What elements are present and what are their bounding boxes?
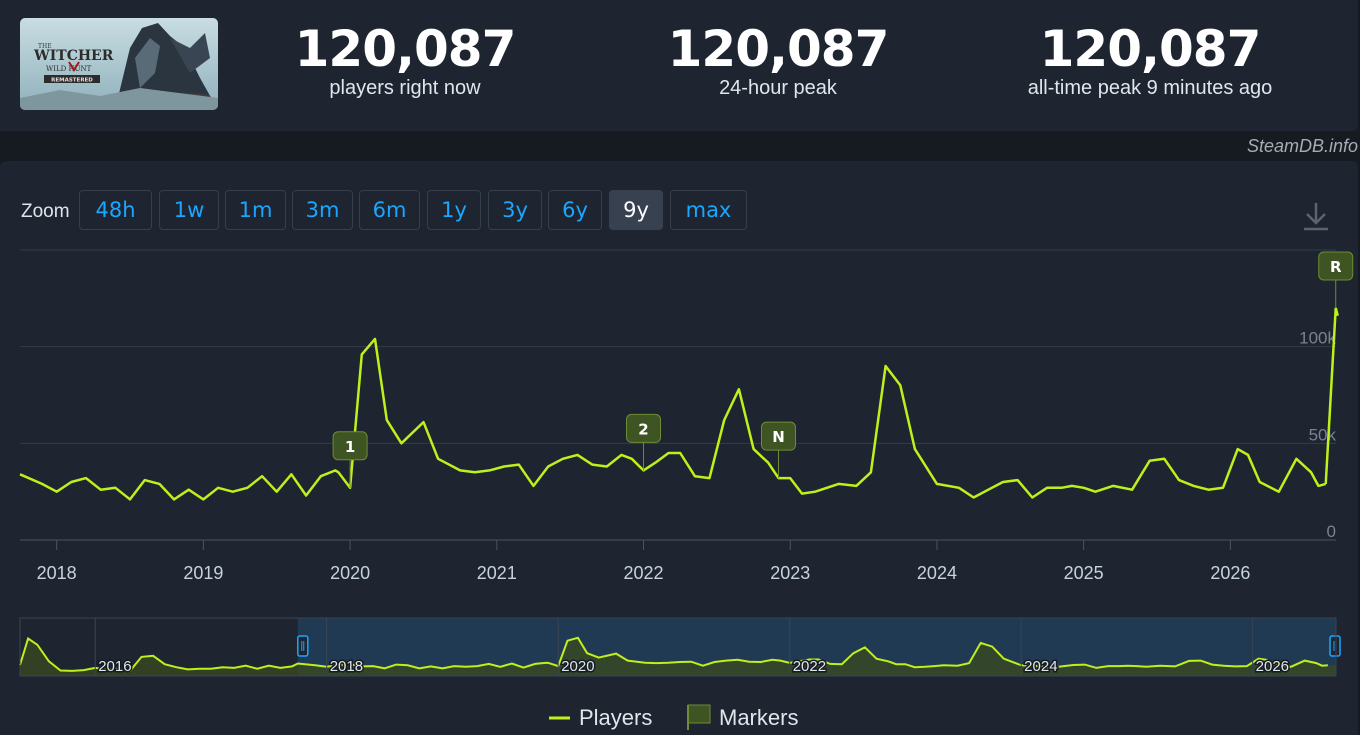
marker-label: R bbox=[1330, 258, 1342, 276]
navigator-handle-right[interactable] bbox=[1329, 635, 1341, 657]
stat-current-players: 120,087 players right now bbox=[225, 20, 585, 100]
current-players-value: 120,087 bbox=[294, 20, 517, 78]
zoom-button-1w[interactable]: 1w bbox=[159, 190, 219, 230]
players-line-icon bbox=[549, 716, 570, 720]
navigator-tick-label: 2024 bbox=[1024, 658, 1057, 675]
stat-alltime-peak: 120,087 all-time peak 9 minutes ago bbox=[970, 20, 1330, 100]
y-tick-label: 50k bbox=[1309, 425, 1337, 444]
y-tick-label: 100k bbox=[1299, 329, 1336, 348]
alltime-peak-value: 120,087 bbox=[1039, 20, 1262, 78]
marker-label: N bbox=[772, 428, 785, 446]
navigator-tick-label: 2022 bbox=[793, 658, 826, 675]
zoom-button-1y[interactable]: 1y bbox=[427, 190, 481, 230]
current-players-label: players right now bbox=[329, 77, 481, 99]
zoom-button-3y[interactable]: 3y bbox=[488, 190, 542, 230]
stats-header: THE WITCHER WILD HUNT REMASTERED 120,087… bbox=[0, 0, 1358, 131]
x-tick-label: 2023 bbox=[770, 563, 810, 583]
x-tick-label: 2025 bbox=[1064, 563, 1104, 583]
svg-text:THE: THE bbox=[38, 43, 52, 50]
x-tick-label: 2022 bbox=[623, 563, 663, 583]
navigator-handle-left[interactable] bbox=[297, 635, 309, 657]
marker-box bbox=[760, 421, 796, 451]
x-tick-label: 2020 bbox=[330, 563, 370, 583]
navigator-tick-label: 2026 bbox=[1256, 658, 1289, 675]
marker-box bbox=[626, 413, 662, 443]
marker-N[interactable]: N bbox=[760, 421, 796, 479]
y-tick-label: 0 bbox=[1327, 522, 1336, 541]
zoom-button-48h[interactable]: 48h bbox=[79, 190, 152, 230]
marker-R[interactable]: R bbox=[1318, 251, 1354, 308]
players-series-line[interactable] bbox=[19, 337, 1327, 501]
navigator-area bbox=[20, 637, 1336, 676]
chart-legend: Players Markers bbox=[0, 704, 1360, 732]
zoom-button-9y[interactable]: 9y bbox=[609, 190, 663, 230]
x-tick-label: 2019 bbox=[183, 563, 223, 583]
navigator-tick-label: 2018 bbox=[330, 658, 363, 675]
legend-markers-label: Markers bbox=[719, 705, 799, 730]
marker-label: 2 bbox=[638, 420, 648, 438]
navigator-tick-label: 2020 bbox=[561, 658, 594, 675]
marker-flag-icon bbox=[687, 704, 711, 730]
zoom-button-3m[interactable]: 3m bbox=[292, 190, 353, 230]
x-tick-label: 2018 bbox=[37, 563, 77, 583]
marker-2[interactable]: 2 bbox=[626, 413, 662, 471]
alltime-peak-label: all-time peak 9 minutes ago bbox=[1027, 77, 1273, 99]
marker-box bbox=[1318, 251, 1354, 281]
x-tick-label: 2024 bbox=[917, 563, 957, 583]
navigator-series-line bbox=[19, 636, 1328, 672]
legend-players-label: Players bbox=[579, 705, 653, 730]
peak-24h-label: 24-hour peak bbox=[719, 77, 837, 99]
svg-text:WITCHER: WITCHER bbox=[33, 48, 114, 64]
svg-text:WILD HUNT: WILD HUNT bbox=[46, 65, 92, 73]
x-tick-label: 2026 bbox=[1210, 563, 1250, 583]
stat-24h-peak: 120,087 24-hour peak bbox=[598, 20, 958, 100]
zoom-button-6y[interactable]: 6y bbox=[548, 190, 602, 230]
marker-box bbox=[332, 431, 368, 461]
x-tick-label: 2021 bbox=[477, 563, 517, 583]
zoom-button-max[interactable]: max bbox=[670, 190, 747, 230]
navigator-border bbox=[19, 617, 1337, 677]
peak-24h-value: 120,087 bbox=[667, 20, 890, 78]
download-icon[interactable] bbox=[1302, 200, 1330, 232]
steamdb-credit[interactable]: SteamDB.info bbox=[1246, 136, 1358, 156]
svg-text:REMASTERED: REMASTERED bbox=[51, 78, 93, 84]
marker-1[interactable]: 1 bbox=[332, 431, 368, 488]
game-cover-image[interactable]: THE WITCHER WILD HUNT REMASTERED bbox=[20, 18, 218, 110]
navigator-tick-label: 2016 bbox=[98, 658, 131, 675]
zoom-button-1m[interactable]: 1m bbox=[225, 190, 286, 230]
witcher-cover-art: THE WITCHER WILD HUNT REMASTERED bbox=[20, 18, 218, 110]
marker-label: 1 bbox=[345, 438, 355, 456]
zoom-label: Zoom bbox=[21, 201, 70, 222]
zoom-button-6m[interactable]: 6m bbox=[359, 190, 420, 230]
